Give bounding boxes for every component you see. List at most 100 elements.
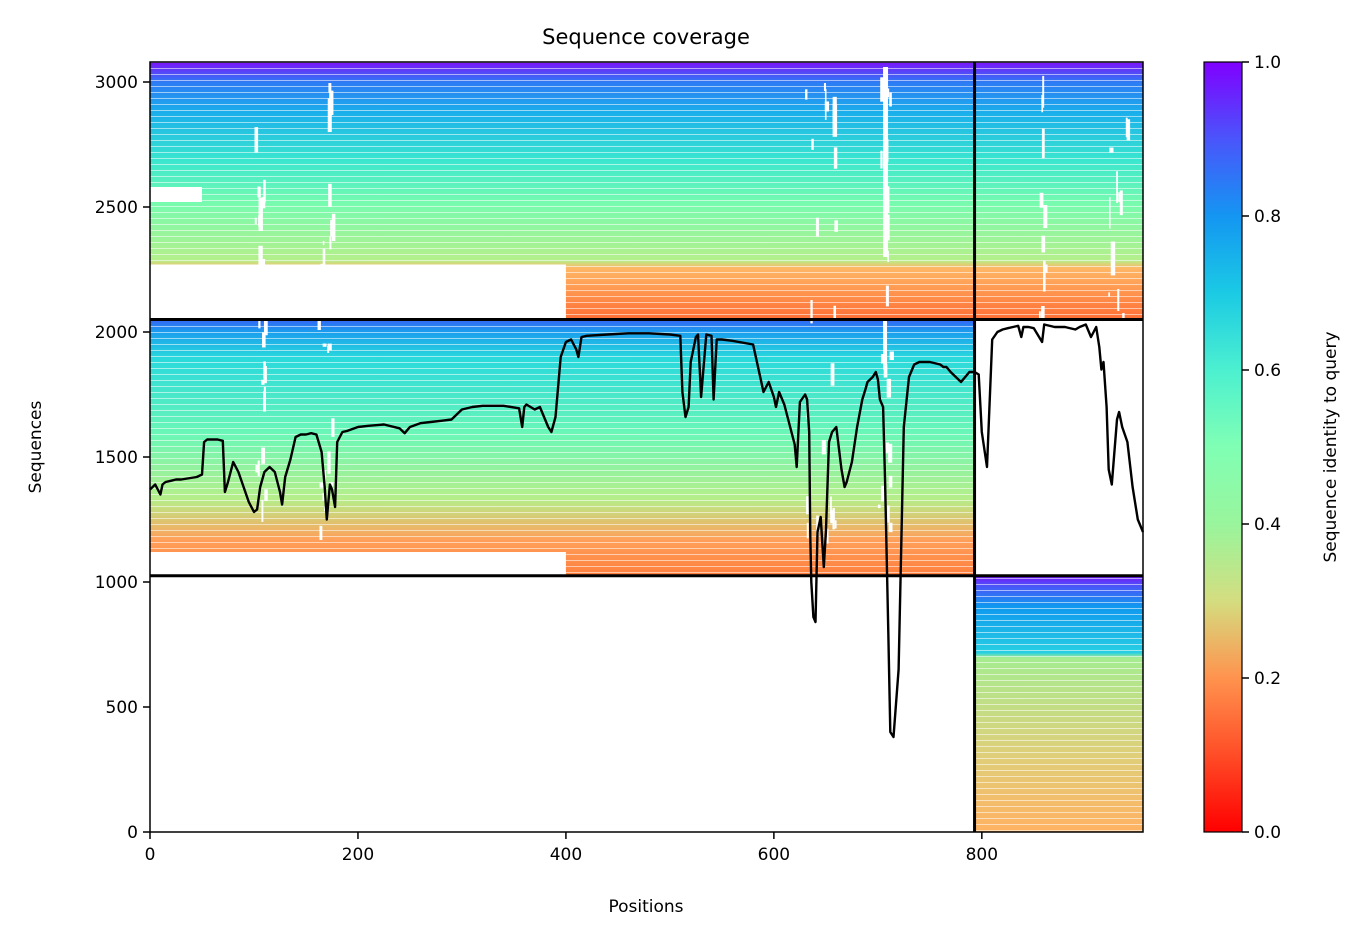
colorbar-tick-label: 0.8 [1254, 207, 1281, 227]
gap-streak [263, 313, 268, 336]
gap-streak [1109, 147, 1114, 153]
gap-streak [811, 138, 814, 150]
gap-streak [880, 150, 883, 169]
gap-streak [880, 77, 884, 102]
gap-streak [327, 451, 331, 474]
gap-streak [810, 299, 813, 324]
heatmap-block-texture [974, 575, 1143, 832]
gap-streak [317, 319, 321, 331]
y-axis-ticks: 0 500 1000 1500 2000 2500 3000 [95, 73, 150, 843]
gap-streak [322, 248, 326, 266]
gap-streak [331, 213, 336, 242]
gap-streak [805, 89, 808, 100]
gap-streak [258, 245, 263, 267]
heatmap-block-texture [150, 319, 975, 576]
gap-streak [257, 460, 260, 477]
colorbar-tick-label: 1.0 [1254, 53, 1281, 73]
gap-streak [328, 83, 332, 93]
gap-streak [1108, 292, 1111, 297]
colorbar: 0.0 0.2 0.4 0.6 0.8 1.0 [1203, 53, 1281, 843]
colorbar-tick-label: 0.2 [1254, 669, 1281, 689]
gap-streak [330, 219, 333, 237]
gap-streak [1117, 288, 1120, 312]
gap-streak [821, 440, 826, 455]
gap-streak [1110, 241, 1116, 276]
gap-streak [1041, 94, 1043, 104]
gap-streak [320, 263, 323, 285]
colorbar-gradient [1203, 61, 1243, 833]
x-tick-label: 800 [966, 845, 998, 865]
gap-streak [1119, 190, 1123, 216]
gap-streak [806, 496, 810, 515]
gap-streak [886, 378, 892, 398]
gap-streak [834, 520, 837, 529]
y-tick-label: 2000 [95, 323, 138, 343]
heatmap-gap-region [150, 264, 566, 320]
gap-streak [254, 127, 259, 153]
gap-streak [880, 485, 885, 502]
gap-streak [816, 515, 819, 537]
gap-streak [832, 104, 838, 137]
gap-streak [1109, 197, 1111, 229]
gap-streak [887, 214, 890, 241]
gap-streak [1041, 128, 1045, 159]
gap-streak [1043, 205, 1048, 229]
gap-streak [329, 482, 334, 487]
gap-streak [883, 364, 888, 378]
x-axis-label: Positions [608, 897, 683, 917]
gap-streak [806, 522, 809, 539]
gap-streak [319, 482, 324, 488]
gap-streak [319, 525, 323, 541]
gap-streak [263, 386, 266, 393]
heatmap-layer [150, 62, 1143, 832]
plot-frame [149, 61, 1144, 833]
gap-streak [255, 464, 259, 473]
gap-streak [1126, 119, 1131, 141]
x-tick-label: 200 [342, 845, 374, 865]
gap-streak [888, 475, 893, 488]
colorbar-tick-label: 0.4 [1254, 515, 1281, 535]
gap-streak [1039, 192, 1044, 208]
gap-streak [887, 250, 889, 263]
x-axis-ticks: 0 200 400 600 800 [145, 832, 998, 865]
gap-streak [889, 92, 892, 107]
gap-column [883, 319, 888, 370]
gap-streak [322, 240, 325, 246]
gap-streak [261, 332, 266, 348]
gap-streak [880, 354, 885, 364]
gap-streak [262, 258, 266, 285]
gap-streak [331, 418, 335, 437]
gap-streak [887, 505, 890, 523]
gap-streak [1041, 235, 1046, 253]
gap-streak [258, 197, 263, 231]
colorbar-tick-label: 0.0 [1254, 823, 1281, 843]
gap-streak [830, 363, 835, 386]
y-tick-label: 1000 [95, 573, 138, 593]
gap-streak [885, 285, 889, 307]
gap-streak [885, 442, 890, 454]
coverage-line [149, 323, 1145, 739]
plot-area [149, 61, 1145, 833]
gap-column [150, 187, 202, 202]
gap-streak [834, 220, 839, 232]
gap-streak [1039, 311, 1041, 343]
gap-streak [824, 101, 830, 112]
gap-streak [263, 391, 267, 412]
gap-streak [258, 277, 263, 298]
gap-streak [322, 343, 327, 347]
gap-streak [833, 147, 838, 169]
gap-streak [877, 504, 881, 509]
gap-streak [1118, 192, 1122, 203]
gap-streak [889, 351, 894, 361]
gap-streak [815, 217, 819, 237]
x-tick-label: 0 [145, 845, 156, 865]
gap-streak [1041, 306, 1045, 325]
gap-streak [261, 197, 266, 209]
gap-streak [261, 447, 266, 464]
gap-streak [254, 217, 257, 225]
gap-streak [1044, 264, 1048, 273]
gap-streak [258, 296, 261, 329]
colorbar-tick-label: 0.6 [1254, 361, 1281, 381]
x-tick-label: 600 [758, 845, 790, 865]
gap-streak [823, 83, 827, 92]
